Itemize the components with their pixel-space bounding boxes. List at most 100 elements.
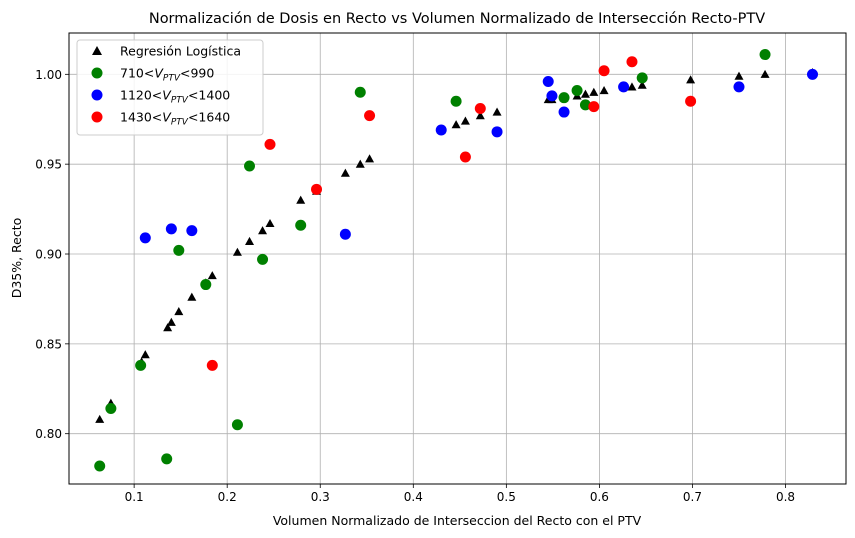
- x-tick-label: 0.6: [590, 490, 609, 504]
- data-point: [165, 223, 177, 235]
- data-point: [311, 183, 323, 195]
- x-tick-label: 0.4: [404, 490, 423, 504]
- regression-point: [492, 107, 502, 116]
- y-tick-label: 0.85: [35, 337, 62, 351]
- legend-box: [76, 39, 264, 136]
- regression-point: [140, 350, 150, 359]
- regression-point: [163, 323, 173, 332]
- plot-frame: [68, 32, 847, 485]
- data-point: [186, 225, 198, 237]
- legend-label: 710<VPTV<990: [120, 66, 214, 84]
- data-point: [459, 151, 471, 163]
- regression-point: [365, 154, 375, 163]
- regression-point: [627, 82, 637, 91]
- data-point: [450, 95, 462, 107]
- legend-marker: [91, 111, 103, 123]
- y-tick-label: 0.80: [35, 427, 62, 441]
- regression-point: [232, 247, 242, 256]
- data-point: [244, 160, 256, 172]
- data-point: [139, 232, 151, 244]
- data-points: [94, 49, 819, 472]
- data-point: [579, 99, 591, 111]
- data-point: [588, 101, 600, 113]
- legend-label: 1430<VPTV<1640: [120, 110, 230, 128]
- x-tick-label: 0.8: [776, 490, 795, 504]
- data-point: [257, 253, 269, 265]
- regression-point: [355, 159, 365, 168]
- data-point: [571, 84, 583, 96]
- regression-point: [207, 271, 217, 280]
- legend: Regresión Logística 710<VPTV<990 1120<VPTV…: [76, 39, 264, 136]
- data-point: [264, 138, 276, 150]
- data-point: [626, 56, 638, 68]
- data-point: [364, 110, 376, 122]
- data-point: [231, 419, 243, 431]
- data-point: [685, 95, 697, 107]
- data-point: [94, 460, 106, 472]
- data-point: [542, 76, 554, 88]
- regression-point: [475, 111, 485, 120]
- data-point: [807, 68, 819, 80]
- chart-title: Normalización de Dosis en Recto vs Volum…: [149, 11, 765, 27]
- y-tick-label: 0.95: [35, 158, 62, 172]
- regression-point: [451, 120, 461, 129]
- data-point: [339, 228, 351, 240]
- data-point: [598, 65, 610, 77]
- regression-point: [340, 168, 350, 177]
- x-tick-label: 0.7: [683, 490, 702, 504]
- regression-point: [637, 80, 647, 89]
- data-point: [636, 72, 648, 84]
- data-point: [491, 126, 503, 138]
- axis-ticks: 0.1 0.2 0.3 0.4 0.5 0.6 0.7 0.8 0.80 0.85 0.90 0.95…: [35, 68, 795, 504]
- data-point: [474, 102, 486, 114]
- legend-marker: [91, 67, 103, 79]
- regression-point: [734, 71, 744, 80]
- data-point: [354, 86, 366, 98]
- regression-point: [245, 236, 255, 246]
- x-tick-label: 0.1: [125, 490, 144, 504]
- x-axis-label: Volumen Normalizado de Interseccion del …: [273, 513, 642, 528]
- scatter-series: [94, 49, 771, 472]
- regression-point: [760, 69, 770, 78]
- data-point: [618, 81, 630, 93]
- regression-point: [296, 195, 306, 204]
- regression-point: [686, 75, 696, 84]
- legend-marker: [92, 46, 102, 55]
- legend-label: Regresión Logística: [120, 44, 241, 59]
- data-point: [759, 49, 771, 61]
- regression-point: [95, 414, 105, 423]
- regression-point: [460, 116, 470, 125]
- regression-point: [599, 85, 609, 95]
- y-axis-label: D35%, Recto: [9, 218, 24, 299]
- data-point: [558, 92, 570, 104]
- y-tick-label: 0.90: [35, 248, 62, 262]
- data-point: [200, 279, 212, 291]
- regression-point: [166, 317, 176, 326]
- regression-point: [187, 292, 197, 301]
- scatter-series: [139, 68, 819, 244]
- data-point: [206, 359, 218, 371]
- data-point: [161, 453, 173, 465]
- legend-label: 1120<VPTV<1400: [120, 88, 230, 106]
- legend-marker: [91, 89, 103, 101]
- regression-point: [589, 87, 599, 96]
- data-point: [105, 403, 117, 415]
- regression-point: [580, 89, 590, 98]
- data-point: [546, 90, 558, 102]
- data-point: [295, 219, 307, 231]
- data-point: [435, 124, 447, 136]
- x-tick-label: 0.5: [497, 490, 516, 504]
- data-point: [733, 81, 745, 93]
- x-tick-label: 0.3: [311, 490, 330, 504]
- regression-point: [174, 307, 184, 316]
- y-tick-label: 1.00: [35, 68, 62, 82]
- data-point: [558, 106, 570, 118]
- regression-point: [258, 226, 268, 235]
- grid: [69, 33, 846, 484]
- scatter-series: [206, 56, 697, 371]
- data-point: [173, 244, 185, 256]
- regression-point: [265, 218, 275, 228]
- data-point: [135, 359, 147, 371]
- x-tick-label: 0.2: [218, 490, 237, 504]
